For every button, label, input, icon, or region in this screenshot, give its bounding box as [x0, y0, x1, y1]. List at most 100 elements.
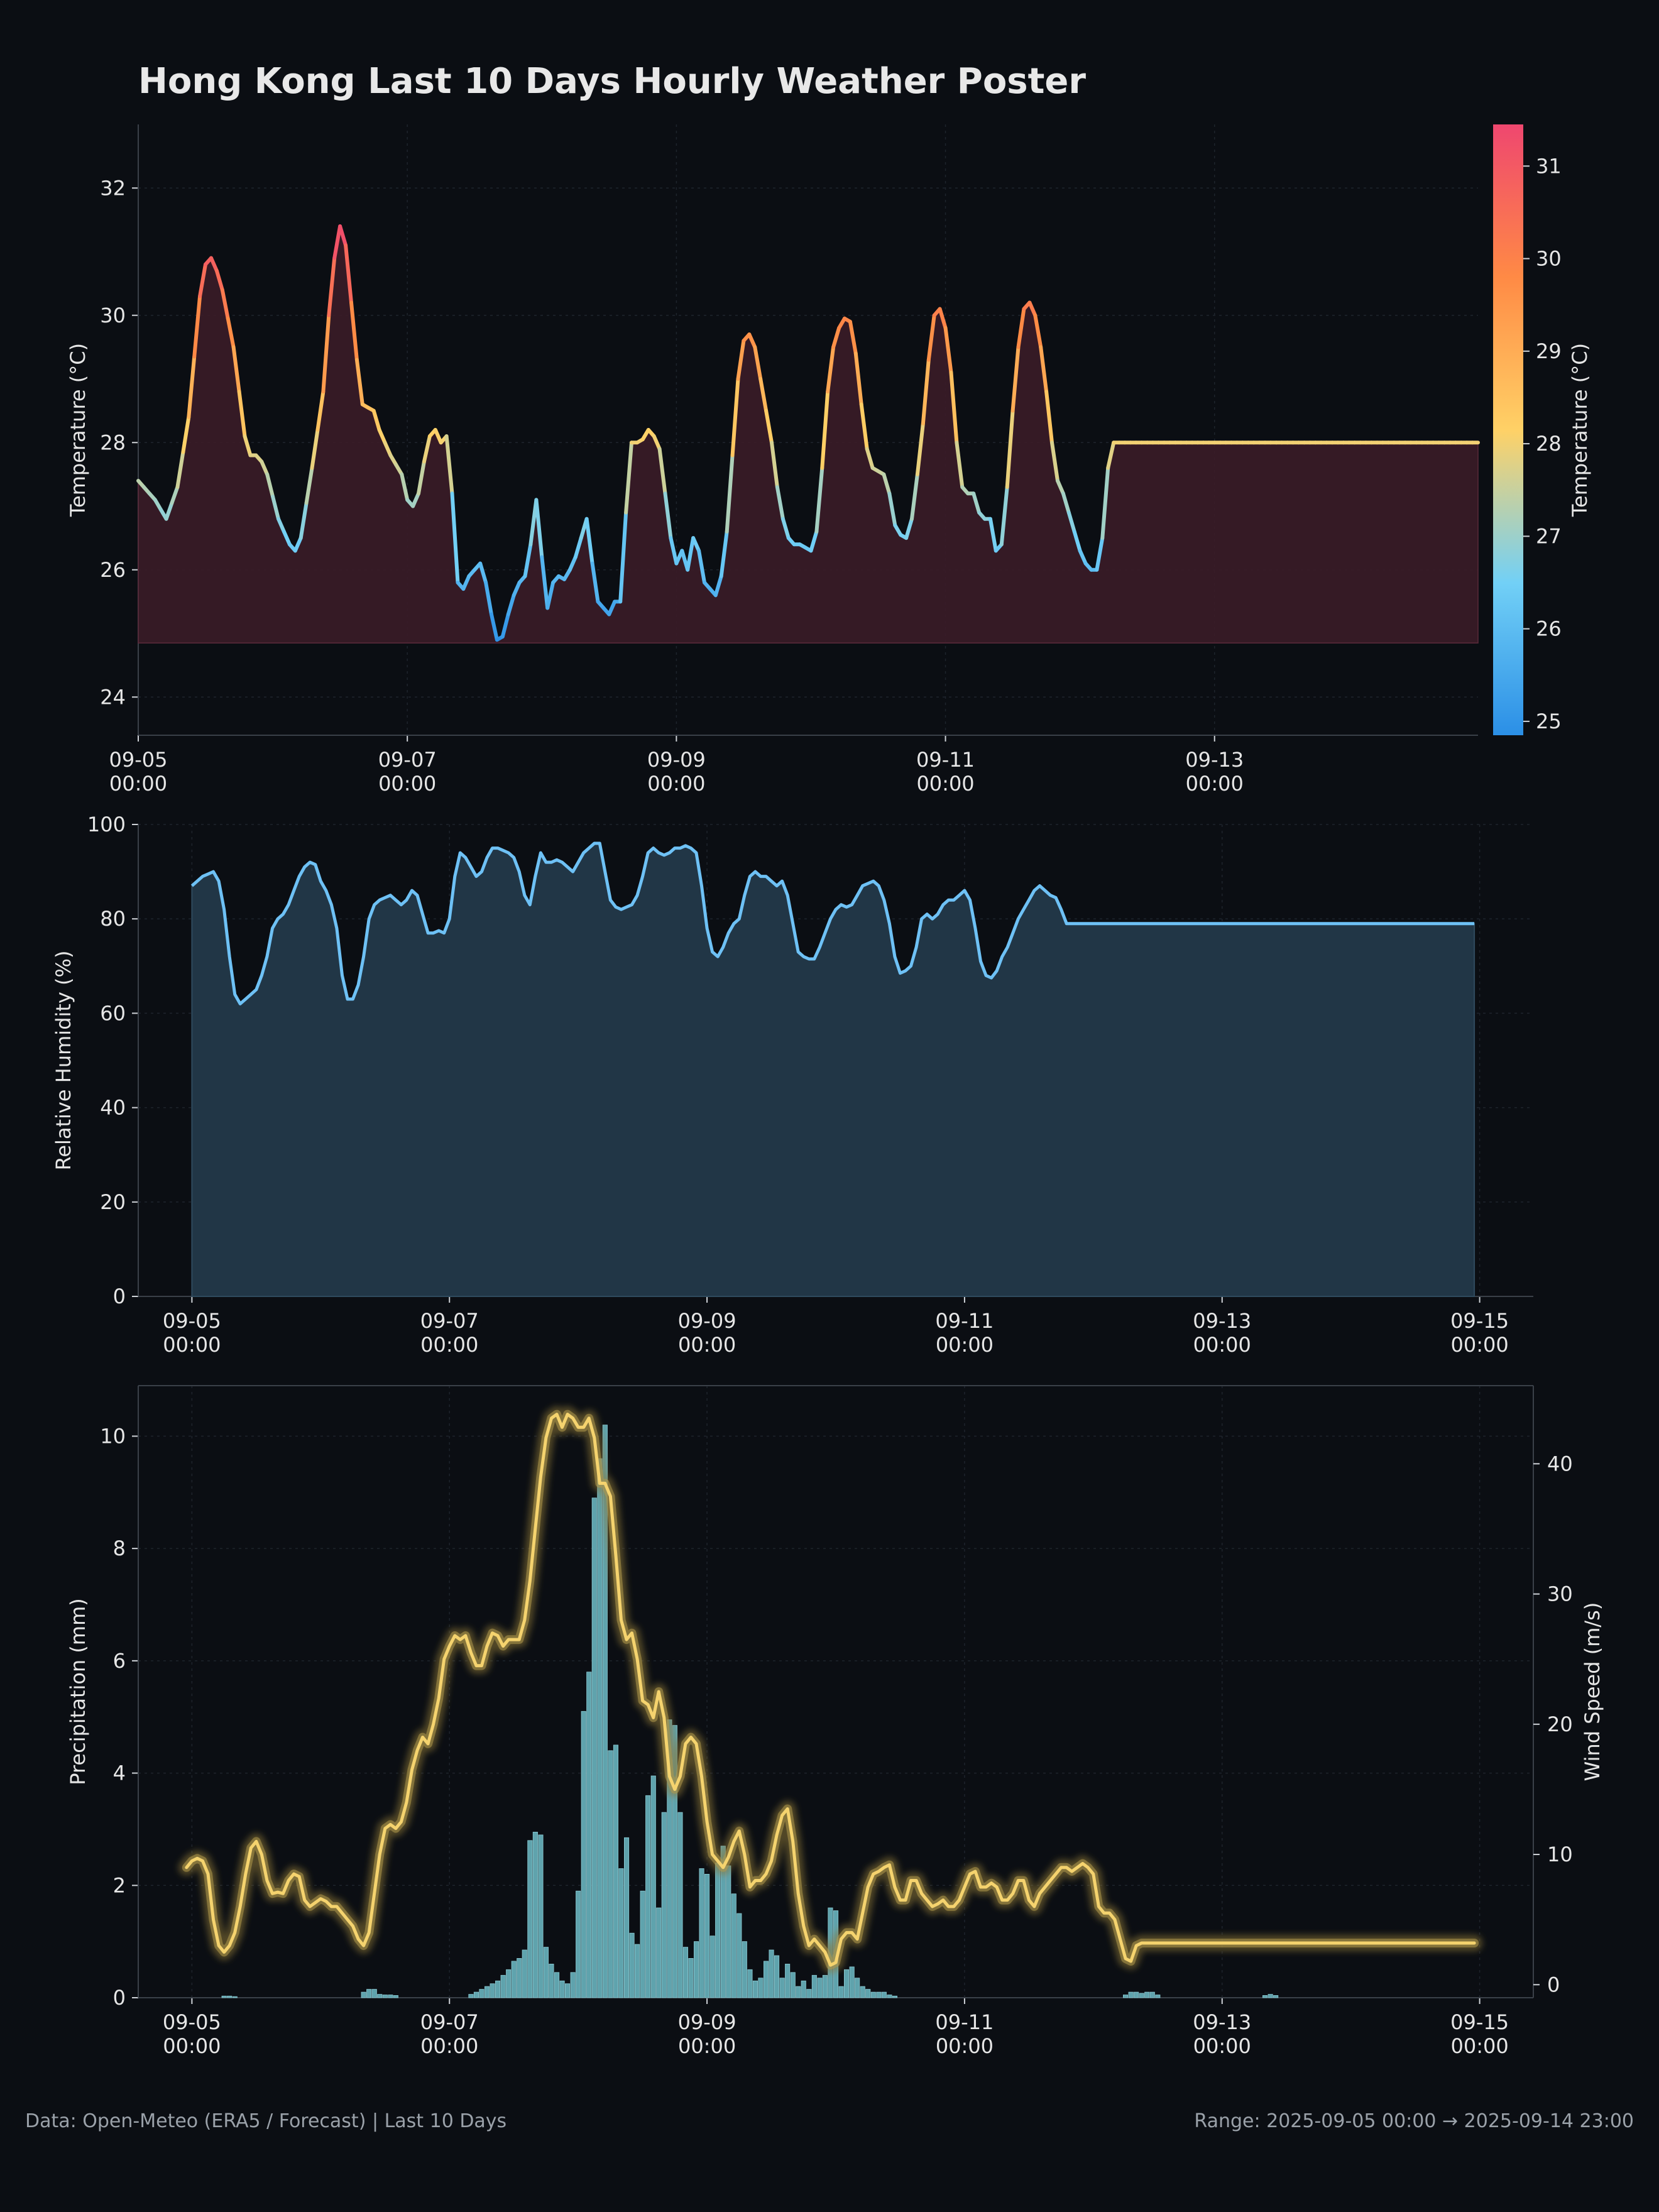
wind-y-label: Wind Speed (m/s) — [1580, 1602, 1604, 1782]
x-tick-label-date: 09-11 — [935, 1309, 994, 1333]
precipitation-bar — [559, 1980, 565, 1998]
temperature-segment — [719, 530, 729, 578]
x-tick-label-time: 00:00 — [1193, 1333, 1251, 1357]
x-tick-label-time: 00:00 — [647, 772, 705, 796]
colorbar-tick-label: 26 — [1536, 617, 1562, 641]
temperature-segment — [775, 485, 785, 521]
temperature-segment — [220, 288, 230, 320]
temperature-segment — [450, 491, 460, 584]
x-tick-label-time: 00:00 — [936, 2034, 994, 2058]
temperature-segment — [315, 390, 326, 432]
precipitation-bar — [608, 1750, 613, 1998]
precipitation-bar — [640, 1890, 645, 1998]
temperature-segment — [584, 517, 594, 566]
temperature-segment — [999, 485, 1009, 547]
precipitation-bar — [887, 1995, 892, 1998]
temperature-segment — [590, 561, 600, 604]
precipitation-bar — [635, 1944, 640, 1998]
x-tick-label-date: 09-07 — [420, 2010, 479, 2034]
colorbar-label: Temperature (°C) — [1568, 343, 1592, 517]
temperature-segment — [243, 434, 253, 457]
x-tick-label-date: 09-13 — [1185, 748, 1244, 772]
precipitation-bar — [371, 1989, 377, 1998]
temperature-segment — [545, 581, 556, 610]
precipitation-bar — [618, 1868, 624, 1998]
temperature-segment — [512, 581, 522, 598]
precipitation-bar — [517, 1957, 522, 1998]
temperature-segment — [955, 441, 965, 490]
temperature-segment — [164, 501, 174, 521]
precipitation-bar — [382, 1995, 388, 1998]
precipitation-bar — [785, 1963, 791, 1998]
temperature-segment — [1072, 530, 1082, 553]
precipitation-bar — [511, 1961, 517, 1998]
temperature-segment — [1033, 313, 1043, 349]
precipitation-bar — [860, 1986, 865, 1998]
precipitation-bar — [377, 1994, 383, 1998]
y-tick-label: 4 — [113, 1761, 126, 1785]
temperature-segment — [904, 517, 914, 540]
x-tick-label-date: 09-15 — [1450, 1309, 1509, 1333]
temperature-segment — [820, 390, 830, 470]
temperature-segment — [1016, 307, 1026, 349]
precipitation-bar — [656, 1907, 662, 1998]
precipitation-bar — [624, 1837, 630, 1998]
precipitation-bar — [796, 1986, 801, 1998]
temperature-segment — [271, 495, 280, 521]
precipitation-bar — [811, 1974, 817, 1998]
precipitation-bar — [699, 1868, 704, 1998]
temperature-segment — [276, 517, 286, 534]
y-tick-label: 8 — [113, 1536, 126, 1560]
temperature-segment — [657, 447, 667, 496]
y-tick-label: 100 — [87, 813, 126, 836]
x-tick-label-date: 09-09 — [678, 1309, 736, 1333]
precipitation-bar — [758, 1978, 764, 1998]
temperature-segment — [831, 326, 841, 349]
precipitation-bar — [506, 1969, 512, 1998]
precipitation-bar — [720, 1846, 726, 1998]
temperature-segment — [534, 498, 544, 559]
precipitation-bar — [838, 1986, 844, 1998]
precipitation-bar — [468, 1994, 474, 1998]
temperature-line — [136, 224, 1480, 642]
temperature-segment — [713, 574, 723, 598]
x-tick-label-date: 09-05 — [163, 1309, 221, 1333]
precipitation-bar — [650, 1775, 656, 1998]
precipitation-bar — [1262, 1995, 1268, 1998]
wind-y-tick-label: 10 — [1547, 1842, 1573, 1866]
precipitation-bar — [865, 1989, 871, 1998]
precipitation-bar — [645, 1795, 651, 1998]
footer-source: Data: Open-Meteo (ERA5 / Forecast) | Las… — [25, 2110, 507, 2132]
temperature-segment — [282, 530, 292, 547]
temperature-segment — [231, 345, 241, 394]
temperature-segment — [523, 542, 533, 578]
temperature-segment — [809, 530, 819, 553]
temperature-segment — [607, 600, 617, 616]
temperature-segment — [730, 377, 740, 457]
precipitation-bar — [855, 1978, 860, 1998]
y-tick-label: 2 — [113, 1873, 126, 1897]
wind-y-tick-label: 30 — [1547, 1582, 1573, 1606]
temperature-segment — [187, 354, 197, 419]
precipitation-bar — [361, 1991, 366, 1998]
temperature-segment — [1050, 441, 1059, 483]
precipitation-bar — [485, 1986, 490, 1998]
temperature-segment — [500, 612, 510, 639]
temperature-segment — [859, 402, 869, 451]
x-tick-label-date: 09-13 — [1193, 2010, 1251, 2034]
x-tick-label-time: 00:00 — [378, 772, 436, 796]
temperature-segment — [433, 428, 443, 445]
precipitation-bar — [543, 1947, 549, 1998]
precipitation-bar — [1123, 1995, 1129, 1998]
temperature-segment — [972, 491, 982, 515]
x-tick-label-time: 00:00 — [163, 1333, 221, 1357]
temperature-segment — [753, 345, 763, 381]
temperature-segment — [1005, 408, 1015, 490]
precipitation-bar — [527, 1840, 533, 1998]
precipitation-bar — [870, 1991, 876, 1998]
temperature-panel: 242628303209-0500:0009-0700:0009-0900:00… — [66, 124, 1592, 796]
y-tick-label: 32 — [100, 176, 126, 200]
x-tick-label-time: 00:00 — [1193, 2034, 1251, 2058]
precipitation-bar — [522, 1949, 527, 1998]
precipitation-bar — [1149, 1991, 1155, 1998]
